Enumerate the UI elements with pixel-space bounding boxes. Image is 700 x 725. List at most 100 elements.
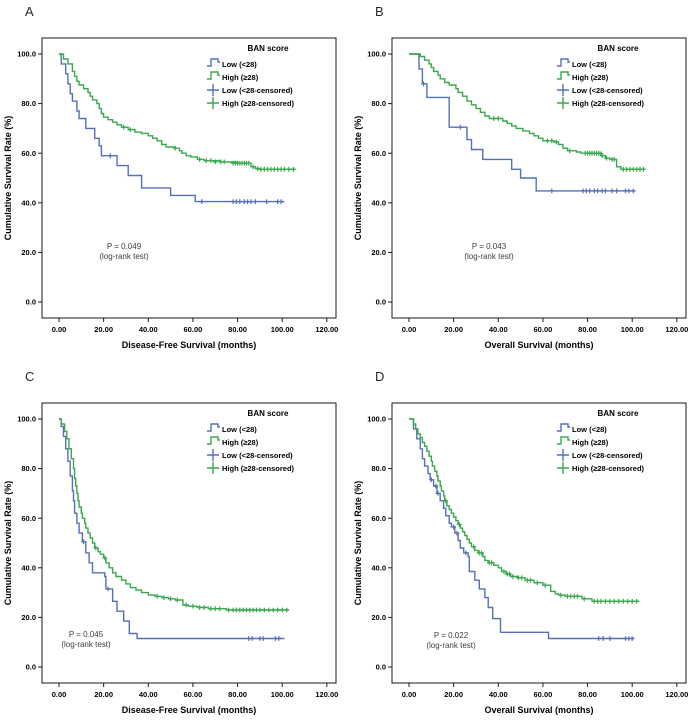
legend-step-icon-low <box>207 423 220 432</box>
y-tick-label: 20.0 <box>371 248 386 257</box>
censor-marks-high <box>121 124 296 172</box>
legend-label: Low (<28) <box>572 60 607 69</box>
x-tick-label: 40.00 <box>139 690 158 699</box>
legend-censor-icon-low <box>207 449 219 461</box>
legend-label: Low (<28-censored) <box>222 86 293 95</box>
y-axis-title: Cumulative Survival Rate (%) <box>353 481 363 606</box>
y-tick-label: 80.0 <box>371 464 386 473</box>
legend-censor-icon-high <box>207 97 219 109</box>
legend-label: High (≥28-censored) <box>572 464 645 473</box>
legend-label: High (≥28-censored) <box>572 99 645 108</box>
km-curve-low <box>59 418 285 640</box>
p-value: P = 0.043 <box>472 242 507 251</box>
legend-censor-icon-high <box>207 462 219 474</box>
x-tick-label: 100.00 <box>271 690 294 699</box>
legend-label: Low (<28) <box>222 425 257 434</box>
x-tick-label: 40.00 <box>489 690 508 699</box>
panel-a: A 0.0 20.0 40.0 60.0 80.0 100.0 0.00 20.00 40.00 6… <box>0 2 350 364</box>
x-tick-label: 0.00 <box>402 690 417 699</box>
x-tick-label: 120.00 <box>665 325 688 334</box>
y-tick-label: 40.0 <box>21 198 36 207</box>
legend-label: Low (<28-censored) <box>222 451 293 460</box>
x-tick-label: 120.00 <box>315 690 338 699</box>
y-tick-label: 0.0 <box>376 663 386 672</box>
x-tick-label: 60.00 <box>184 690 203 699</box>
legend-title: BAN score <box>598 409 639 418</box>
x-tick-label: 100.00 <box>271 325 294 334</box>
y-tick-label: 20.0 <box>21 613 36 622</box>
legend-label: High (≥28-censored) <box>222 464 295 473</box>
p-value: P = 0.049 <box>107 242 142 251</box>
x-tick-label: 60.00 <box>184 325 203 334</box>
x-tick-label: 20.00 <box>94 690 113 699</box>
y-tick-label: 20.0 <box>21 248 36 257</box>
x-tick-label: 80.00 <box>578 325 597 334</box>
legend-label: Low (<28) <box>222 60 257 69</box>
x-tick-label: 80.00 <box>578 690 597 699</box>
legend-step-icon-high <box>207 71 220 80</box>
x-tick-label: 20.00 <box>444 690 463 699</box>
panel-c: C 0.0 20.0 40.0 60.0 80.0 100.0 0.00 20.00 40.00 6… <box>0 367 350 725</box>
x-tick-label: 60.00 <box>534 325 553 334</box>
y-axis-title: Cumulative Survival Rate (%) <box>353 116 363 241</box>
x-tick-label: 0.00 <box>52 325 67 334</box>
p-value-note: (log-rank test) <box>99 252 149 261</box>
panel-d: D 0.0 20.0 40.0 60.0 80.0 100.0 0.00 20.00 40.00 6… <box>350 367 700 725</box>
legend-censor-icon-low <box>557 84 569 96</box>
x-axis-title: Disease-Free Survival (months) <box>122 705 257 715</box>
panel-letter-b: B <box>375 4 384 19</box>
legend-label: High (≥28-censored) <box>222 99 295 108</box>
panel-letter-c: C <box>25 369 35 384</box>
y-tick-label: 80.0 <box>21 464 36 473</box>
legend-label: High (≥28) <box>572 438 609 447</box>
y-axis-title: Cumulative Survival Rate (%) <box>3 481 13 606</box>
legend-label: Low (<28) <box>572 425 607 434</box>
p-value: P = 0.045 <box>69 630 104 639</box>
x-tick-label: 100.00 <box>621 690 644 699</box>
x-axis-title: Overall Survival (months) <box>484 705 593 715</box>
panel-b: B 0.0 20.0 40.0 60.0 80.0 100.0 0.00 20.00 40.00 6… <box>350 2 700 364</box>
y-tick-label: 100.0 <box>17 415 36 424</box>
y-tick-label: 60.0 <box>371 149 386 158</box>
legend-label: High (≥28) <box>222 73 259 82</box>
y-tick-label: 60.0 <box>21 149 36 158</box>
x-axis-title: Overall Survival (months) <box>484 340 593 350</box>
x-tick-label: 40.00 <box>489 325 508 334</box>
km-chart-d: 0.0 20.0 40.0 60.0 80.0 100.0 0.00 20.00 40.00 60… <box>353 402 688 715</box>
censor-marks-low <box>421 81 636 194</box>
y-tick-label: 100.0 <box>367 50 386 59</box>
p-value: P = 0.022 <box>434 631 469 640</box>
legend-title: BAN score <box>248 44 289 53</box>
y-tick-label: 100.0 <box>17 50 36 59</box>
legend-label: Low (<28-censored) <box>572 451 643 460</box>
km-curve-high <box>409 53 646 170</box>
plot-area <box>391 402 687 684</box>
legend-label: High (≥28) <box>222 438 259 447</box>
legend-title: BAN score <box>248 409 289 418</box>
legend-step-icon-low <box>557 58 570 67</box>
km-chart-b: 0.0 20.0 40.0 60.0 80.0 100.0 0.00 20.00 40.00 60… <box>353 37 688 350</box>
plot-area <box>391 37 687 319</box>
censor-marks-high <box>443 498 640 604</box>
p-value-note: (log-rank test) <box>426 641 476 650</box>
x-tick-label: 120.00 <box>665 690 688 699</box>
legend-step-icon-high <box>557 71 570 80</box>
y-tick-label: 40.0 <box>21 563 36 572</box>
x-tick-label: 80.00 <box>228 690 247 699</box>
p-value-note: (log-rank test) <box>464 252 514 261</box>
x-tick-label: 100.00 <box>621 325 644 334</box>
censor-marks-high <box>93 545 290 613</box>
plot-area <box>41 37 337 319</box>
legend-censor-icon-low <box>557 449 569 461</box>
y-tick-label: 40.0 <box>371 563 386 572</box>
plot-area <box>41 402 337 684</box>
x-axis-title: Disease-Free Survival (months) <box>122 340 257 350</box>
km-curve-low <box>409 418 635 640</box>
x-tick-label: 20.00 <box>444 325 463 334</box>
km-curve-low <box>59 53 285 203</box>
legend-censor-icon-high <box>557 97 569 109</box>
x-tick-label: 40.00 <box>139 325 158 334</box>
panel-letter-a: A <box>25 4 34 19</box>
x-tick-label: 0.00 <box>402 325 417 334</box>
x-tick-label: 80.00 <box>228 325 247 334</box>
